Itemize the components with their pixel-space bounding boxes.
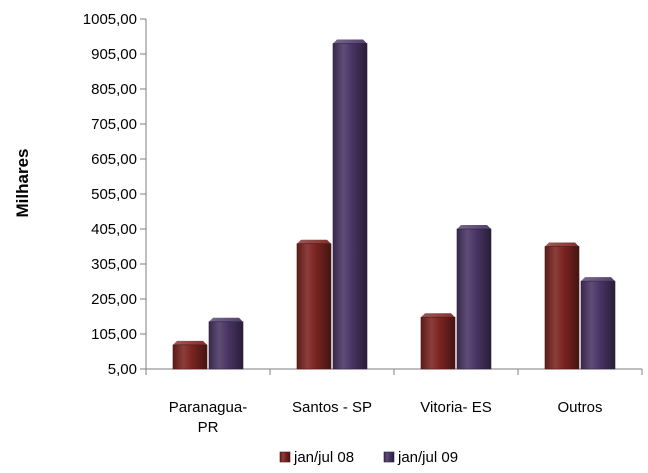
y-tick-label: 105,00 [91,326,137,343]
bar [420,313,456,370]
y-tick-label: 405,00 [91,221,137,238]
bar [296,239,332,370]
y-tick-label: 805,00 [91,81,137,98]
bar [456,225,492,370]
legend-item: jan/jul 09 [383,449,458,466]
legend-label: jan/jul 08 [293,449,354,466]
y-tick-label: 905,00 [91,46,137,63]
bar [544,242,580,370]
bar [208,317,244,370]
y-tick-label: 5,00 [108,361,137,378]
legend-item: jan/jul 08 [279,449,354,466]
legend-swatch [383,451,395,463]
y-tick-label: 305,00 [91,256,137,273]
y-tick-label: 205,00 [91,291,137,308]
bars [172,39,616,370]
y-axis: 5,00 105,00 205,00 305,00 405,00 505,00 605,00… [83,11,147,378]
x-tick-label: Paranagua-PR [169,399,247,436]
x-tick-label: Santos - SP [292,399,372,416]
x-axis: Paranagua-PR Santos - SP Vitoria- ES Outros [145,368,643,436]
legend-label: jan/jul 09 [397,449,458,466]
bar [332,39,368,370]
bar [172,340,208,370]
bar [580,277,616,370]
y-tick-label: 1005,00 [83,11,137,28]
y-tick-label: 705,00 [91,116,137,133]
y-axis-title: Milhares [13,149,32,218]
x-tick-label: Vitoria- ES [420,399,491,416]
x-tick-label: Outros [557,399,602,416]
y-tick-label: 505,00 [91,186,137,203]
legend-swatch [279,451,291,463]
legend: jan/jul 08 jan/jul 09 [279,449,458,466]
y-tick-label: 605,00 [91,151,137,168]
